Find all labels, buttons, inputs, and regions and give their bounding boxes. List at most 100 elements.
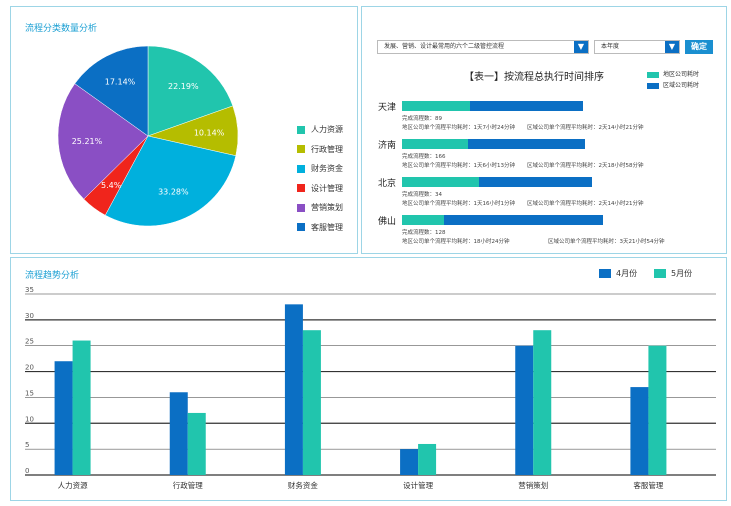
trend-panel: 流程趋势分析 4月份 5月份 0 5 10 15 20 25 30 35 人力资源 行政管理 财务资金… bbox=[10, 257, 727, 501]
trend-legend-item[interactable]: 5月份 bbox=[654, 268, 692, 279]
y-tick-label: 10 bbox=[25, 415, 34, 423]
pie-slice[interactable] bbox=[57, 83, 149, 200]
completed-count: 完成流程数：34 bbox=[402, 192, 442, 198]
bar-may[interactable] bbox=[533, 330, 552, 475]
local-avg-time: 地区公司单个流程平均耗时：1天16小时1分钟 bbox=[402, 201, 515, 207]
pie-slice-label: 5.4% bbox=[101, 181, 122, 190]
legend-label: 财务资金 bbox=[311, 164, 343, 173]
region-avg-time: 区域公司单个流程平均耗时：2天14小时21分钟 bbox=[527, 125, 644, 131]
trend-panel-title: 流程趋势分析 bbox=[25, 271, 80, 281]
region-avg-time: 区域公司单个流程平均耗时：2天14小时21分钟 bbox=[527, 201, 644, 207]
legend-label: 客服管理 bbox=[311, 222, 343, 232]
y-tick-label: 0 bbox=[25, 467, 29, 475]
confirm-button[interactable]: 确定 bbox=[685, 40, 713, 54]
legend-swatch bbox=[599, 269, 611, 278]
bar-april[interactable] bbox=[630, 387, 649, 475]
execution-time-ranking-panel: 发展、营销、设计最常用的六个二级管控流程 ▼ 本年度 ▼ 确定 【表一】按流程总… bbox=[361, 6, 727, 254]
region-time-bar bbox=[478, 177, 593, 187]
pie-slice[interactable] bbox=[147, 45, 234, 137]
pie-legend-item[interactable]: 人力资源 bbox=[297, 124, 343, 135]
local-avg-time: 地区公司单个流程平均耗时：18小时24分钟 bbox=[402, 239, 510, 245]
pie-slice-label: 10.14% bbox=[194, 128, 225, 137]
local-time-bar bbox=[402, 177, 479, 187]
bar-april[interactable] bbox=[515, 345, 534, 475]
legend-swatch bbox=[297, 145, 305, 153]
bar-april[interactable] bbox=[169, 392, 188, 475]
bar-may[interactable] bbox=[72, 340, 91, 475]
legend-label: 地区公司耗时 bbox=[663, 71, 700, 78]
bar-april[interactable] bbox=[284, 304, 303, 475]
pie-legend-item[interactable]: 设计管理 bbox=[297, 183, 343, 194]
legend-item-local: 地区公司耗时 bbox=[647, 69, 699, 78]
completed-count: 完成流程数：128 bbox=[402, 230, 446, 236]
y-tick-label: 25 bbox=[25, 338, 34, 346]
pie-slice[interactable] bbox=[74, 45, 149, 137]
legend-swatch bbox=[297, 125, 305, 134]
local-avg-time: 地区公司单个流程平均耗时：1天7小时24分钟 bbox=[402, 125, 515, 131]
bar-may[interactable] bbox=[418, 443, 437, 475]
city-label: 佛山 bbox=[378, 217, 397, 227]
pie-legend-item[interactable]: 客服管理 bbox=[297, 222, 343, 233]
local-time-bar bbox=[402, 139, 468, 149]
bar-may[interactable] bbox=[302, 330, 321, 475]
legend-swatch bbox=[654, 269, 666, 278]
legend-swatch bbox=[297, 164, 305, 173]
local-avg-time: 地区公司单个流程平均耗时：1天6小时13分钟 bbox=[402, 163, 515, 169]
city-label: 济南 bbox=[378, 141, 397, 151]
legend-item-region: 区域公司耗时 bbox=[647, 80, 699, 89]
y-tick-label: 20 bbox=[25, 364, 34, 372]
process-group-select-value: 发展、营销、设计最常用的六个二级管控流程 bbox=[384, 43, 505, 50]
legend-swatch bbox=[297, 203, 305, 212]
pie-slice-label: 33.28% bbox=[158, 188, 189, 197]
local-time-bar bbox=[402, 101, 470, 111]
city-label: 天津 bbox=[378, 103, 397, 113]
y-tick-label: 5 bbox=[25, 441, 29, 449]
bar-april[interactable] bbox=[54, 361, 73, 475]
category-pie-chart: 22.19% 10.14% 33.28% 5.4% 25.21% 17.14% bbox=[57, 45, 239, 227]
trend-bar-chart: 0 5 10 15 20 25 30 35 人力资源 行政管理 财务资金 设计管理 营销策划 客服管理 bbox=[25, 286, 716, 490]
legend-label: 区域公司耗时 bbox=[663, 82, 700, 89]
y-tick-label: 35 bbox=[25, 286, 34, 294]
completed-count: 完成流程数：89 bbox=[402, 116, 442, 122]
chevron-down-icon[interactable]: ▼ bbox=[574, 41, 588, 53]
trend-legend-item[interactable]: 4月份 bbox=[599, 268, 637, 279]
x-tick-label: 客服管理 bbox=[633, 480, 663, 490]
chevron-down-icon[interactable]: ▼ bbox=[665, 41, 679, 53]
period-select-value: 本年度 bbox=[601, 43, 620, 50]
legend-label: 4月份 bbox=[616, 269, 638, 278]
city-label: 北京 bbox=[378, 179, 397, 189]
x-tick-label: 行政管理 bbox=[173, 480, 203, 490]
legend-swatch bbox=[297, 184, 305, 192]
x-tick-label: 设计管理 bbox=[403, 480, 433, 490]
pie-legend-item[interactable]: 行政管理 bbox=[297, 144, 343, 155]
legend-label: 营销策划 bbox=[311, 203, 343, 212]
legend-label: 5月份 bbox=[671, 269, 693, 278]
x-tick-label: 财务资金 bbox=[288, 480, 318, 490]
table-title: 【表一】按流程总执行时间排序 bbox=[464, 72, 604, 83]
legend-label: 行政管理 bbox=[311, 144, 343, 154]
region-avg-time: 区域公司单个流程平均耗时：3天21小时54分钟 bbox=[548, 239, 665, 245]
region-time-bar bbox=[469, 101, 584, 111]
pie-slice-label: 25.21% bbox=[72, 137, 103, 146]
pie-slice[interactable] bbox=[104, 135, 237, 227]
process-group-select[interactable]: 发展、营销、设计最常用的六个二级管控流程 ▼ bbox=[377, 40, 589, 54]
bar-may[interactable] bbox=[187, 412, 206, 475]
legend-swatch bbox=[647, 82, 659, 89]
pie-slice-label: 22.19% bbox=[168, 82, 199, 91]
pie-legend-item[interactable]: 营销策划 bbox=[297, 202, 343, 213]
local-time-bar bbox=[402, 215, 445, 225]
y-tick-label: 15 bbox=[25, 389, 34, 397]
legend-label: 设计管理 bbox=[311, 183, 343, 193]
pie-slice-label: 17.14% bbox=[105, 78, 136, 87]
legend-swatch bbox=[647, 71, 659, 78]
region-time-bar bbox=[444, 215, 604, 225]
period-select[interactable]: 本年度 ▼ bbox=[594, 40, 680, 54]
region-time-bar bbox=[467, 139, 585, 149]
x-tick-label: 营销策划 bbox=[518, 480, 548, 490]
completed-count: 完成流程数：166 bbox=[402, 154, 446, 160]
region-avg-time: 区域公司单个流程平均耗时：2天18小时58分钟 bbox=[527, 163, 644, 169]
bar-may[interactable] bbox=[648, 345, 667, 475]
pie-legend-item[interactable]: 财务资金 bbox=[297, 163, 343, 174]
bar-april[interactable] bbox=[400, 449, 419, 475]
legend-label: 人力资源 bbox=[311, 125, 343, 134]
